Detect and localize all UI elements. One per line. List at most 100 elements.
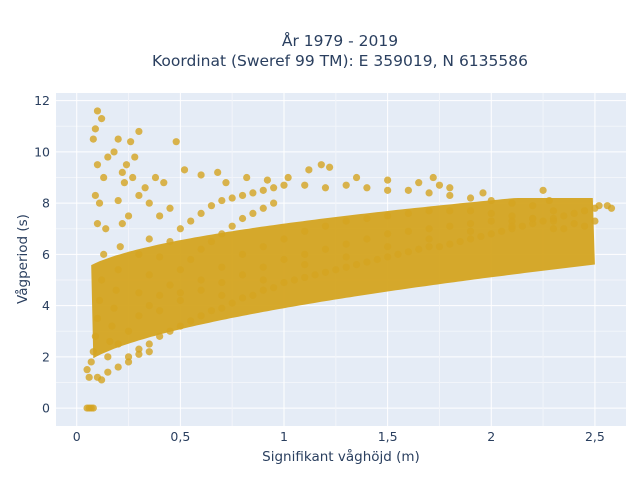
data-point xyxy=(249,209,257,217)
data-point xyxy=(384,212,392,220)
data-point xyxy=(456,237,464,246)
data-point xyxy=(321,222,330,230)
data-point xyxy=(238,271,247,279)
data-point xyxy=(145,235,153,243)
data-point xyxy=(549,217,558,225)
data-point xyxy=(570,220,578,228)
data-point xyxy=(131,153,139,161)
data-point xyxy=(187,217,195,225)
data-point xyxy=(384,253,392,261)
data-point xyxy=(124,212,133,220)
data-point xyxy=(363,214,371,223)
x-tick-labels: 0 0,5 1 1,5 2 2,5 xyxy=(73,429,605,444)
data-point xyxy=(166,327,174,335)
data-point xyxy=(93,107,102,115)
data-point xyxy=(114,266,122,274)
data-point xyxy=(270,284,278,292)
data-point xyxy=(529,202,537,210)
data-point xyxy=(549,207,558,215)
data-point xyxy=(124,353,133,361)
data-point xyxy=(112,286,120,294)
data-point xyxy=(580,222,589,230)
data-point xyxy=(415,245,423,253)
y-tick-label: 0 xyxy=(42,401,50,416)
x-tick-label: 2,5 xyxy=(585,429,605,444)
data-point xyxy=(135,312,143,320)
data-point xyxy=(539,186,547,194)
data-point xyxy=(384,230,392,238)
data-point xyxy=(207,307,216,315)
data-point xyxy=(197,209,205,217)
data-point xyxy=(549,225,558,233)
data-point xyxy=(259,276,267,284)
data-point xyxy=(166,281,174,289)
data-point xyxy=(249,291,257,299)
data-point xyxy=(176,225,184,233)
data-point xyxy=(466,227,475,235)
data-point xyxy=(156,212,164,220)
data-point xyxy=(218,291,226,299)
chart-title-line2: Koordinat (Sweref 99 TM): E 359019, N 61… xyxy=(152,52,528,70)
data-point xyxy=(332,266,340,274)
data-point xyxy=(176,266,184,274)
y-tick-labels: 0 2 4 6 8 10 12 xyxy=(34,93,50,415)
data-point xyxy=(518,222,526,230)
data-point xyxy=(118,168,126,177)
data-point xyxy=(259,204,267,212)
data-point xyxy=(311,271,319,279)
data-point xyxy=(384,186,392,194)
data-point xyxy=(529,220,537,228)
data-point xyxy=(270,199,278,207)
data-point xyxy=(124,358,133,366)
data-point xyxy=(218,304,226,312)
data-point xyxy=(321,184,330,192)
data-point xyxy=(290,276,298,284)
data-point xyxy=(560,225,568,233)
data-point xyxy=(560,212,568,220)
data-point xyxy=(404,186,412,194)
data-point xyxy=(591,217,599,225)
data-point xyxy=(243,173,251,182)
data-point xyxy=(301,261,309,269)
data-point xyxy=(280,278,288,287)
chart-title-line1: År 1979 - 2019 xyxy=(282,31,398,50)
data-point xyxy=(404,248,412,256)
data-point xyxy=(570,209,578,217)
data-point xyxy=(425,189,433,197)
data-point xyxy=(116,243,124,251)
data-point xyxy=(280,255,288,264)
data-point xyxy=(151,173,160,182)
data-point xyxy=(270,184,278,192)
data-point xyxy=(176,289,184,297)
data-point xyxy=(145,199,153,207)
data-point xyxy=(218,196,226,205)
data-point xyxy=(342,263,350,271)
data-point xyxy=(280,235,288,243)
data-point xyxy=(301,273,309,282)
data-point xyxy=(545,196,553,205)
data-point xyxy=(529,214,537,223)
data-point xyxy=(129,173,137,182)
data-point xyxy=(180,166,189,174)
x-tick-label: 1 xyxy=(280,429,288,444)
data-point xyxy=(187,255,195,264)
data-point xyxy=(384,176,392,184)
data-point xyxy=(120,179,128,187)
data-point xyxy=(580,207,589,215)
data-point xyxy=(404,209,412,217)
data-point xyxy=(259,286,267,294)
y-tick-label: 8 xyxy=(42,196,50,211)
data-point xyxy=(228,299,236,307)
data-point xyxy=(156,253,164,261)
data-point xyxy=(446,207,454,215)
x-tick-label: 0,5 xyxy=(170,429,190,444)
data-point xyxy=(301,181,309,189)
data-point xyxy=(280,181,288,189)
data-point xyxy=(95,199,104,207)
x-tick-label: 1,5 xyxy=(378,429,398,444)
data-point xyxy=(259,186,267,194)
data-point xyxy=(104,368,112,376)
data-point xyxy=(301,250,309,258)
data-point xyxy=(124,327,133,335)
data-point xyxy=(228,194,236,202)
